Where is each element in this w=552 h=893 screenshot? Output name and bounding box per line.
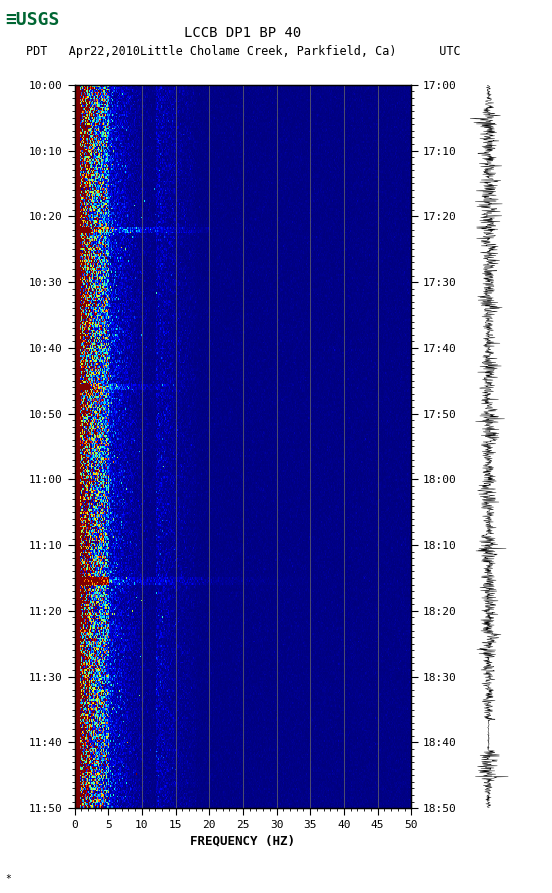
Text: LCCB DP1 BP 40: LCCB DP1 BP 40	[184, 26, 301, 40]
Text: ≡USGS: ≡USGS	[6, 11, 60, 29]
Text: PDT   Apr22,2010Little Cholame Creek, Parkfield, Ca)      UTC: PDT Apr22,2010Little Cholame Creek, Park…	[25, 45, 460, 58]
X-axis label: FREQUENCY (HZ): FREQUENCY (HZ)	[190, 834, 295, 847]
Text: *: *	[6, 874, 12, 884]
